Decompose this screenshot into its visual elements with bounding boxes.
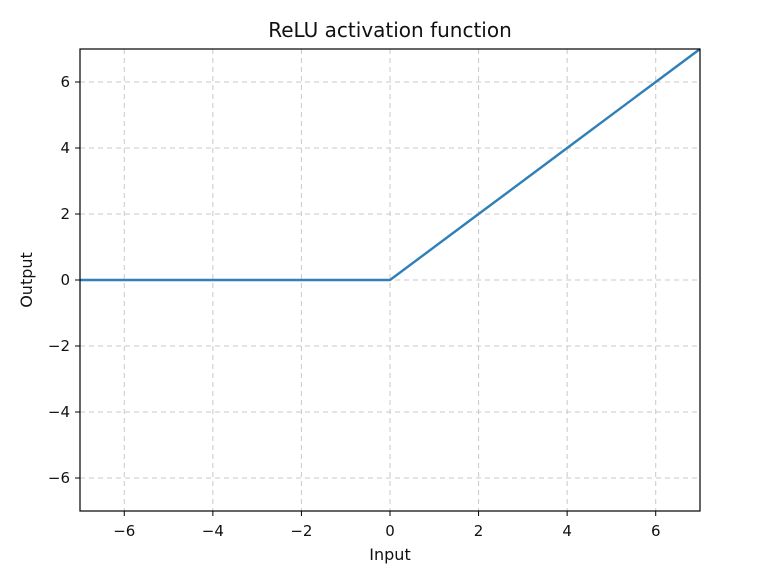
x-axis-label: Input	[369, 545, 410, 564]
series-layer	[80, 48, 701, 282]
x-tick-label: 4	[562, 522, 572, 540]
x-tick-label: −6	[113, 522, 135, 540]
y-tick-label: −4	[48, 403, 70, 421]
y-axis-label: Output	[17, 252, 36, 308]
y-tick-label: 2	[60, 205, 70, 223]
y-tick-label: −2	[48, 337, 70, 355]
x-tick-label: 2	[474, 522, 484, 540]
relu-series-line	[80, 48, 701, 282]
x-tick-label: −4	[202, 522, 224, 540]
x-tick-label: −2	[290, 522, 312, 540]
x-ticks: −6 −4 −2 0 2 4 6	[113, 511, 660, 540]
y-tick-label: 4	[60, 139, 70, 157]
y-tick-label: 6	[60, 73, 70, 91]
x-tick-label: 0	[385, 522, 395, 540]
y-ticks: −6 −4 −2 0 2 4 6	[48, 73, 80, 487]
chart-title: ReLU activation function	[268, 18, 512, 42]
x-tick-label: 6	[651, 522, 661, 540]
y-tick-label: 0	[60, 271, 70, 289]
y-tick-label: −6	[48, 469, 70, 487]
